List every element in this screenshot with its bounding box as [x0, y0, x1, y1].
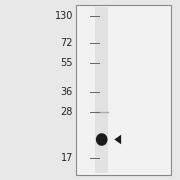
Text: 36: 36 [61, 87, 73, 97]
Text: 55: 55 [60, 58, 73, 68]
Bar [76, 5, 171, 175]
Text: 17: 17 [60, 153, 73, 163]
Text: 130: 130 [55, 11, 73, 21]
Text: 28: 28 [60, 107, 73, 117]
Ellipse shape [96, 133, 107, 146]
Bar [95, 7, 108, 173]
Text: 72: 72 [60, 38, 73, 48]
Polygon shape [114, 135, 121, 144]
